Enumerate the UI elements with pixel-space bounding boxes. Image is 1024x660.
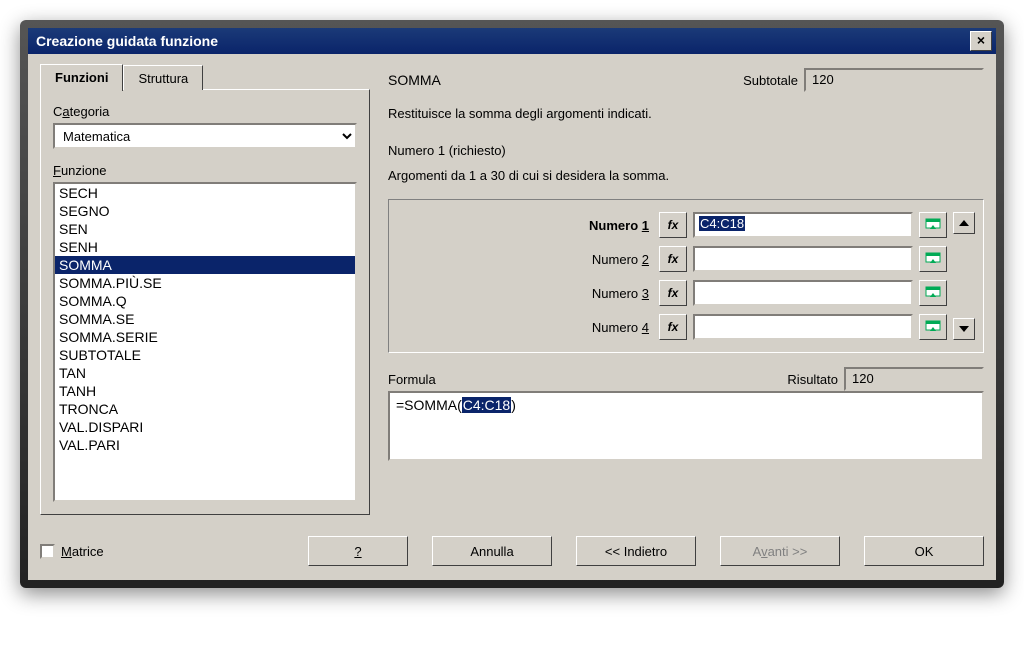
subtotal-group: Subtotale 120 <box>743 68 984 92</box>
argument-row: Numero 4 fx <box>389 314 947 340</box>
shrink-icon <box>925 286 941 300</box>
list-item[interactable]: SOMMA.PIÙ.SE <box>55 274 355 292</box>
matrix-checkbox-label: Matrice <box>61 544 104 559</box>
argument-scroll-up[interactable] <box>953 212 975 234</box>
title-bar: Creazione guidata funzione × <box>28 28 996 54</box>
argument-description: Argomenti da 1 a 30 di cui si desidera l… <box>388 168 984 183</box>
argument-scroll-down[interactable] <box>953 318 975 340</box>
window-title: Creazione guidata funzione <box>36 33 218 49</box>
list-item[interactable]: SENH <box>55 238 355 256</box>
tab-panel: Categoria Matematica Funzione SECHSEGNOS… <box>40 89 370 515</box>
tab-strip: Funzioni Struttura <box>40 62 370 90</box>
tab-structure-label: Struttura <box>138 71 188 86</box>
button-bar: Matrice ? Annulla << Indietro Avanti >> … <box>28 528 996 580</box>
next-button: Avanti >> <box>720 536 840 566</box>
list-item[interactable]: VAL.DISPARI <box>55 418 355 436</box>
back-button[interactable]: << Indietro <box>576 536 696 566</box>
close-icon: × <box>977 32 985 48</box>
fx-button[interactable]: fx <box>659 246 687 272</box>
subtotal-label: Subtotale <box>743 73 798 88</box>
argument-label: Numero 1 <box>519 218 649 233</box>
shrink-ref-button[interactable] <box>919 280 947 306</box>
list-item[interactable]: SECH <box>55 184 355 202</box>
formula-label: Formula <box>388 372 436 387</box>
left-pane: Funzioni Struttura Categoria Matematica … <box>40 62 370 516</box>
argument-label: Numero 3 <box>519 286 649 301</box>
shrink-icon <box>925 218 941 232</box>
argument-input[interactable]: C4:C18 <box>693 212 913 238</box>
result-value: 120 <box>844 367 984 391</box>
list-item[interactable]: SUBTOTALE <box>55 346 355 364</box>
cancel-button[interactable]: Annulla <box>432 536 552 566</box>
shrink-icon <box>925 252 941 266</box>
function-name-display: SOMMA <box>388 72 441 88</box>
shrink-icon <box>925 320 941 334</box>
list-item[interactable]: VAL.PARI <box>55 436 355 454</box>
chevron-down-icon <box>959 326 969 332</box>
argument-label: Numero 2 <box>519 252 649 267</box>
dialog-shadow-frame: Creazione guidata funzione × Funzioni St… <box>20 20 1004 588</box>
tab-functions-label: Funzioni <box>55 70 108 85</box>
matrix-checkbox[interactable] <box>40 544 55 559</box>
help-button[interactable]: ? <box>308 536 408 566</box>
list-item[interactable]: TANH <box>55 382 355 400</box>
shrink-ref-button[interactable] <box>919 246 947 272</box>
fx-button[interactable]: fx <box>659 280 687 306</box>
category-select[interactable]: Matematica <box>53 123 357 149</box>
list-item[interactable]: SOMMA.SE <box>55 310 355 328</box>
shrink-ref-button[interactable] <box>919 314 947 340</box>
function-label: Funzione <box>53 163 357 178</box>
argument-title: Numero 1 (richiesto) <box>388 143 984 158</box>
result-label: Risultato <box>787 372 838 387</box>
argument-scroll-column <box>953 212 975 340</box>
list-item[interactable]: SOMMA.SERIE <box>55 328 355 346</box>
argument-row: Numero 1 fx C4:C18 <box>389 212 947 238</box>
category-label: Categoria <box>53 104 357 119</box>
argument-input[interactable] <box>693 314 913 340</box>
ok-button[interactable]: OK <box>864 536 984 566</box>
list-item[interactable]: TAN <box>55 364 355 382</box>
argument-label: Numero 4 <box>519 320 649 335</box>
close-button[interactable]: × <box>970 31 992 51</box>
argument-input-selection: C4:C18 <box>699 216 745 231</box>
list-item[interactable]: SOMMA <box>55 256 355 274</box>
shrink-ref-button[interactable] <box>919 212 947 238</box>
argument-input[interactable] <box>693 246 913 272</box>
function-wizard-dialog: Creazione guidata funzione × Funzioni St… <box>28 28 996 580</box>
argument-row: Numero 2 fx <box>389 246 947 272</box>
matrix-checkbox-group: Matrice <box>40 544 240 559</box>
fx-button[interactable]: fx <box>659 314 687 340</box>
argument-row: Numero 3 fx <box>389 280 947 306</box>
list-item[interactable]: SOMMA.Q <box>55 292 355 310</box>
function-description: Restituisce la somma degli argomenti ind… <box>388 106 984 121</box>
list-item[interactable]: TRONCA <box>55 400 355 418</box>
formula-result-row: Formula Risultato 120 <box>388 367 984 391</box>
list-item[interactable]: SEGNO <box>55 202 355 220</box>
formula-text-selection: C4:C18 <box>462 397 511 413</box>
list-item[interactable]: SEN <box>55 220 355 238</box>
dialog-buttons: ? Annulla << Indietro Avanti >> OK <box>270 536 984 566</box>
formula-text-prefix: =SOMMA( <box>396 397 462 413</box>
chevron-up-icon <box>959 220 969 226</box>
subtotal-value: 120 <box>804 68 984 92</box>
tab-functions[interactable]: Funzioni <box>40 64 123 91</box>
formula-text-suffix: ) <box>511 397 516 413</box>
argument-rows: Numero 1fxC4:C18Numero 2fxNumero 3fxNume… <box>389 212 947 340</box>
top-row: SOMMA Subtotale 120 <box>388 68 984 92</box>
dialog-body: Funzioni Struttura Categoria Matematica … <box>28 54 996 528</box>
tab-structure[interactable]: Struttura <box>123 65 203 90</box>
right-pane: SOMMA Subtotale 120 Restituisce la somma… <box>388 62 984 516</box>
fx-button[interactable]: fx <box>659 212 687 238</box>
formula-textbox[interactable]: =SOMMA(C4:C18) <box>388 391 984 461</box>
argument-input[interactable] <box>693 280 913 306</box>
arguments-block: Numero 1fxC4:C18Numero 2fxNumero 3fxNume… <box>388 199 984 353</box>
function-listbox[interactable]: SECHSEGNOSENSENHSOMMASOMMA.PIÙ.SESOMMA.Q… <box>53 182 357 502</box>
